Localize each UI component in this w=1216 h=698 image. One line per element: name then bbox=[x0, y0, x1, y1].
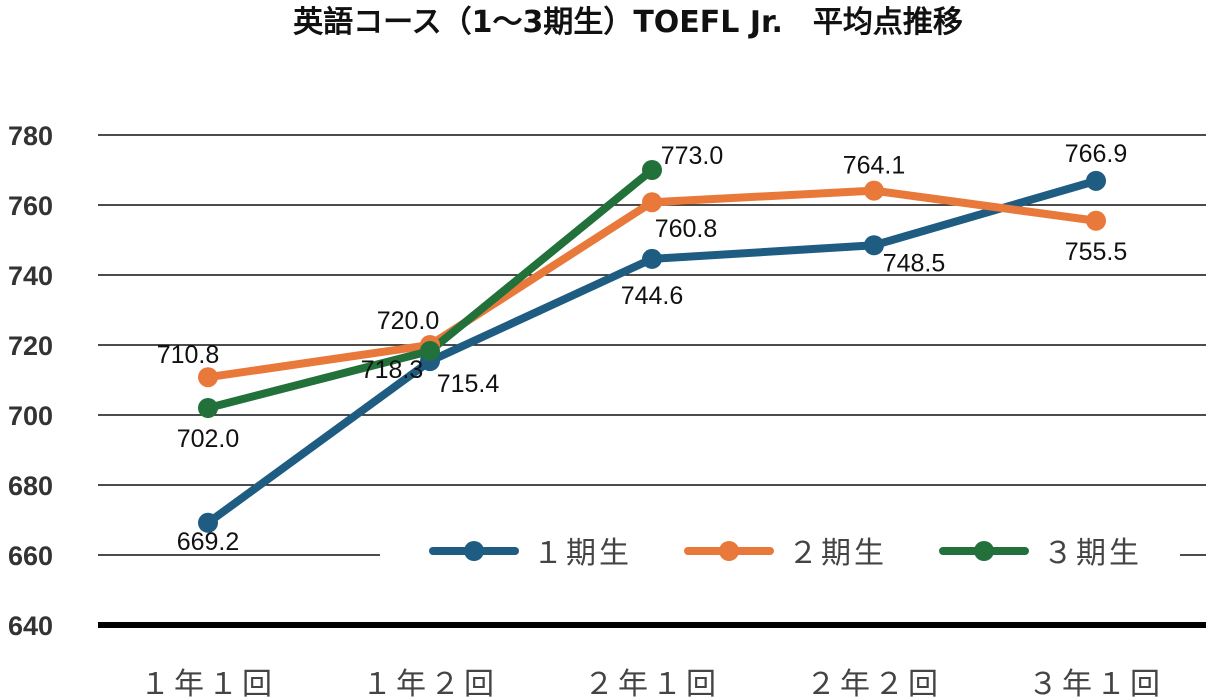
data-point bbox=[420, 340, 440, 361]
y-tick-label: 780 bbox=[8, 121, 53, 151]
data-label: 764.1 bbox=[843, 152, 906, 180]
x-tick-label: １年１回 bbox=[140, 667, 276, 698]
legend: １期生 ２期生 ３期生 bbox=[380, 522, 1180, 584]
x-tick-label: ２年１回 bbox=[584, 667, 720, 698]
chart-title: 英語コース（1～3期生）TOEFL Jr. 平均点推移 bbox=[293, 5, 963, 40]
data-labels: 669.2 715.4 744.6 748.5 766.9 710.8 720.0 760.8… bbox=[157, 140, 1128, 556]
legend-label: １期生 bbox=[533, 536, 632, 571]
data-label: 720.0 bbox=[377, 307, 440, 335]
data-point bbox=[198, 398, 218, 418]
legend-swatch-marker bbox=[974, 541, 994, 561]
data-point bbox=[1086, 170, 1106, 191]
data-point bbox=[642, 160, 662, 180]
series-group bbox=[198, 160, 1106, 533]
data-label: 755.5 bbox=[1065, 238, 1128, 266]
data-point bbox=[864, 180, 884, 201]
data-point bbox=[198, 512, 218, 533]
data-point bbox=[198, 367, 218, 388]
x-axis: １年１回 １年２回 ２年１回 ２年２回 ３年１回 bbox=[140, 667, 1164, 698]
data-label: 718.3 bbox=[361, 356, 424, 384]
x-tick-label: ３年１回 bbox=[1028, 667, 1164, 698]
legend-label: ２期生 bbox=[788, 536, 887, 571]
y-axis: 640 660 680 700 720 740 760 780 bbox=[8, 121, 53, 641]
y-tick-label: 700 bbox=[8, 401, 53, 431]
data-label: 744.6 bbox=[621, 282, 684, 310]
y-tick-label: 760 bbox=[8, 191, 53, 221]
y-tick-label: 680 bbox=[8, 471, 53, 501]
data-label: 760.8 bbox=[655, 215, 718, 243]
y-tick-label: 720 bbox=[8, 331, 53, 361]
data-label: 773.0 bbox=[661, 142, 724, 170]
legend-label: ３期生 bbox=[1043, 536, 1142, 571]
data-label: 715.4 bbox=[437, 370, 500, 398]
series-line-1 bbox=[204, 176, 1100, 527]
data-label: 710.8 bbox=[157, 341, 220, 369]
legend-swatch-marker bbox=[464, 541, 484, 561]
data-point bbox=[642, 192, 662, 213]
y-tick-label: 740 bbox=[8, 261, 53, 291]
data-label: 766.9 bbox=[1065, 140, 1128, 168]
legend-swatch-marker bbox=[719, 541, 739, 561]
y-tick-label: 660 bbox=[8, 541, 53, 571]
data-label: 702.0 bbox=[177, 425, 240, 453]
data-point bbox=[1086, 210, 1106, 231]
data-point bbox=[642, 248, 662, 269]
y-tick-label: 640 bbox=[8, 611, 53, 641]
data-label: 669.2 bbox=[177, 528, 240, 556]
data-point bbox=[864, 235, 884, 256]
data-label: 748.5 bbox=[883, 249, 946, 277]
gridlines bbox=[98, 134, 1206, 628]
x-tick-label: ２年２回 bbox=[806, 667, 942, 698]
x-tick-label: １年２回 bbox=[362, 667, 498, 698]
